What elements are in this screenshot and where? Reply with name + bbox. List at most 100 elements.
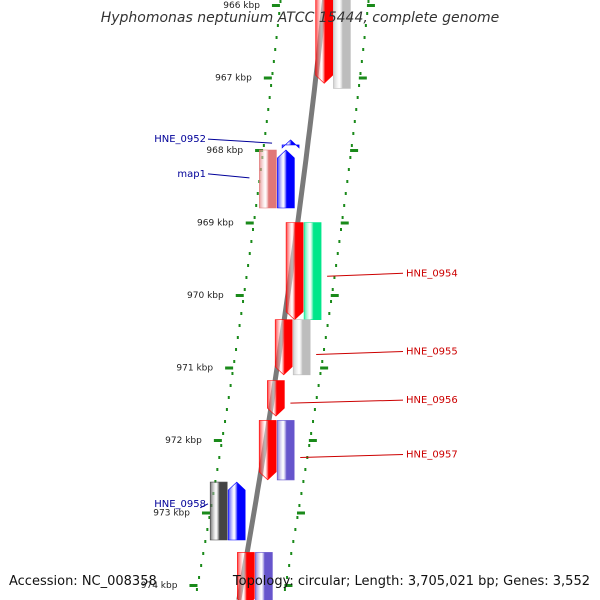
gene-feature-map1-pink [259,149,277,209]
gene-feature-fwd-b [277,149,295,209]
major-tick-left [245,221,254,225]
minor-tick-left [262,144,265,147]
minor-tick-right [296,516,299,519]
major-tick-right [350,149,359,152]
label-leader-line [316,351,404,356]
minor-tick-left [218,456,221,459]
minor-tick-left [256,192,259,195]
minor-tick-left [274,48,277,51]
label-leader-line [290,399,404,404]
minor-tick-left [243,288,246,291]
minor-tick-left [216,468,219,471]
minor-tick-left [275,36,278,39]
minor-tick-right [321,360,324,363]
minor-tick-left [252,228,255,231]
minor-tick-left [233,360,236,363]
gene-feature-rev-a [315,0,334,84]
minor-tick-right [347,168,350,171]
minor-tick-right [326,324,329,327]
major-tick-right [340,221,349,225]
minor-tick-left [229,384,232,387]
minor-tick-left [268,96,271,99]
major-tick-left [235,294,244,297]
minor-tick-left [240,312,243,315]
genome-summary-text: Topology: circular; Length: 3,705,021 bp… [232,574,590,589]
gene-label-hne0954-teal: HNE_0954 [406,268,458,279]
tick-label-970: 970 kbp [187,291,224,301]
major-tick-right [308,439,317,442]
tick-label-968: 968 kbp [206,146,243,156]
minor-tick-right [352,132,355,135]
label-leader-line [300,454,404,458]
minor-tick-right [308,444,311,447]
major-tick-left [271,4,280,7]
major-tick-left [189,584,198,587]
minor-tick-left [225,408,228,411]
major-tick-left [201,511,210,515]
minor-tick-left [255,204,258,207]
gene-label-hne0958-dark: HNE_0958 [154,499,206,510]
genome-title: Hyphomonas neptunium ATCC 15444, complet… [100,10,500,26]
minor-tick-right [344,192,347,195]
minor-tick-left [276,24,279,27]
major-tick-right [284,584,293,587]
minor-tick-right [294,528,297,531]
minor-tick-right [356,96,359,99]
minor-tick-right [362,48,365,51]
minor-tick-right [328,312,331,315]
minor-tick-left [253,216,256,219]
major-tick-right [320,366,329,370]
minor-tick-right [315,396,318,399]
tick-label-974: 974 kbp [141,581,178,591]
minor-tick-right [358,84,361,87]
minor-tick-left [214,480,217,483]
tick-label-969: 969 kbp [197,219,234,229]
label-leader-line [327,272,404,277]
minor-tick-left [245,276,248,279]
minor-tick-left [236,336,239,339]
minor-tick-left [270,84,273,87]
minor-tick-right [304,468,307,471]
minor-tick-left [248,252,251,255]
minor-tick-left [267,108,270,111]
minor-tick-right [317,384,320,387]
gene-label-hne0956-red: HNE_0956 [406,395,458,406]
minor-tick-left [235,348,238,351]
gene-feature-rev-f [237,552,255,600]
gene-feature-hne0954-teal [303,222,322,321]
major-tick-left [213,439,222,442]
minor-tick-left [279,0,282,3]
gene-feature-hne0958-dark [209,481,228,541]
minor-tick-right [298,504,301,507]
minor-tick-right [302,480,305,483]
minor-tick-left [271,72,274,75]
gene-feature-rev-f-purple [255,552,273,600]
minor-tick-left [278,12,281,15]
gene-feature-hne0955-gray [292,319,311,376]
minor-tick-right [300,492,303,495]
minor-tick-right [310,432,313,435]
minor-tick-right [341,216,344,219]
minor-tick-left [204,540,207,543]
minor-tick-right [340,228,343,231]
gene-feature-rev-c [285,222,304,321]
minor-tick-left [198,576,201,579]
gene-label-hne0957-purple: HNE_0957 [406,450,458,461]
minor-tick-left [222,432,225,435]
label-leader-line [207,138,273,144]
minor-tick-right [319,372,322,375]
accession-text: Accession: NC_008358 [9,574,157,589]
minor-tick-right [323,348,326,351]
label-leader-line [207,173,250,179]
minor-tick-left [238,324,241,327]
minor-tick-right [338,240,341,243]
major-tick-right [330,294,339,297]
minor-tick-right [335,264,338,267]
tick-label-966: 966 kbp [223,1,260,11]
minor-tick-right [283,588,286,591]
minor-tick-left [264,132,267,135]
tick-label-973: 973 kbp [153,509,190,519]
minor-tick-left [200,564,203,567]
minor-tick-left [220,444,223,447]
